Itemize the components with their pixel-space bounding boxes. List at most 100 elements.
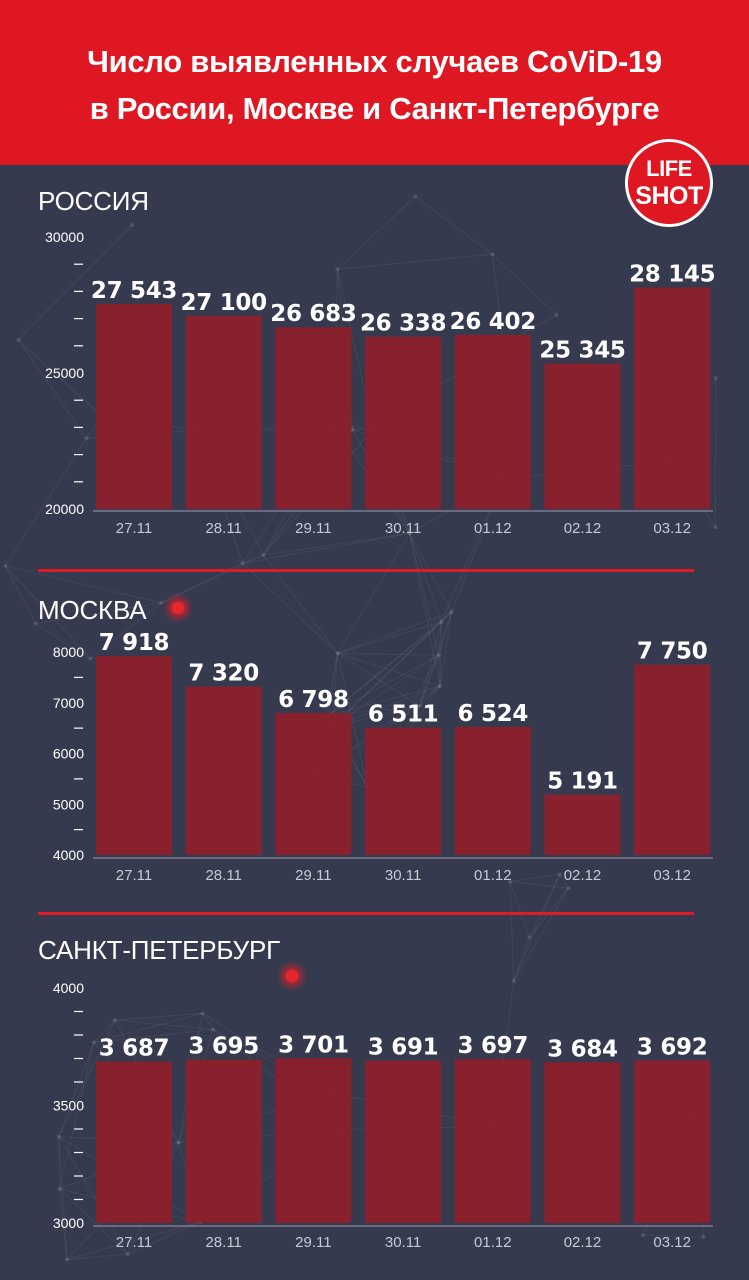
x-tick-label: 02.12 xyxy=(564,520,602,537)
background-network-line xyxy=(114,1019,214,1030)
logo-text-bottom: SHOT xyxy=(635,182,703,210)
background-network-line xyxy=(509,881,515,981)
background-network-line xyxy=(513,887,569,982)
bar xyxy=(365,727,442,855)
y-tick-label: 6000 xyxy=(53,746,84,762)
background-network-line xyxy=(93,1012,203,1044)
x-tick-label: 03.12 xyxy=(653,1234,691,1251)
background-network-dot xyxy=(439,619,444,624)
background-network-dot xyxy=(417,703,422,708)
background-network-line xyxy=(127,1221,200,1255)
x-tick-label: 01.12 xyxy=(474,1234,512,1251)
x-tick-label: 02.12 xyxy=(564,1234,602,1251)
x-tick-label: 27.11 xyxy=(116,1234,152,1251)
data-label: 3 684 xyxy=(547,1036,618,1062)
background-network-dot xyxy=(713,525,718,530)
y-tick-label: 5000 xyxy=(53,796,84,812)
background-network-line xyxy=(17,339,87,439)
background-network-line xyxy=(492,253,557,316)
background-network-line xyxy=(438,611,453,656)
bar xyxy=(275,713,352,855)
background-network-dot xyxy=(211,1027,216,1032)
x-tick-label: 28.11 xyxy=(205,520,241,537)
x-tick-label: 27.11 xyxy=(116,520,152,537)
background-network-dot xyxy=(508,879,513,884)
background-network-dot xyxy=(125,1252,130,1257)
bar xyxy=(634,664,711,855)
background-network-line xyxy=(336,196,416,270)
background-network-dot xyxy=(159,600,164,605)
bar xyxy=(185,1059,262,1223)
section-title-moscow: МОСКВА xyxy=(38,595,147,625)
background-network-line xyxy=(559,874,569,889)
background-network-line xyxy=(331,621,442,728)
background-network-line xyxy=(439,621,442,686)
bar xyxy=(365,1060,442,1223)
background-network-line xyxy=(409,533,453,613)
background-network-line xyxy=(17,224,133,341)
background-network-line xyxy=(438,655,441,687)
background-network-line xyxy=(328,654,439,716)
x-tick-label: 01.12 xyxy=(474,867,512,884)
background-network-line xyxy=(242,562,338,654)
header-banner: Число выявленных случаев CoViD-19 в Росс… xyxy=(0,0,749,165)
background-network-dot xyxy=(240,561,245,566)
background-network-line xyxy=(242,532,410,564)
background-network-line xyxy=(66,1253,128,1261)
section-title-russia: РОССИЯ xyxy=(38,186,149,216)
lifeshot-logo: LIFE SHOT xyxy=(625,139,713,227)
data-label: 3 697 xyxy=(458,1033,529,1059)
background-network-line xyxy=(93,1028,214,1044)
y-tick-label: 3000 xyxy=(53,1215,84,1231)
bar xyxy=(634,287,711,509)
background-network-dot xyxy=(200,1011,205,1016)
background-network-line xyxy=(66,1221,200,1261)
background-network-dot xyxy=(527,935,532,940)
background-network-dot xyxy=(566,886,571,891)
background-network-line xyxy=(242,554,264,564)
background-network-dot xyxy=(640,1233,645,1238)
background-network-line xyxy=(58,1136,129,1255)
background-network-line xyxy=(438,621,442,656)
data-label: 5 191 xyxy=(547,769,618,795)
spb-location-marker xyxy=(277,961,307,991)
y-tick-label: 8000 xyxy=(53,644,84,660)
background-network-line xyxy=(202,1013,214,1030)
data-label: 6 511 xyxy=(368,702,439,728)
background-network-line xyxy=(331,611,452,728)
data-label: 28 145 xyxy=(629,261,715,287)
background-network-dot xyxy=(436,653,441,658)
background-network-line xyxy=(337,533,411,654)
data-label: 3 695 xyxy=(188,1034,259,1060)
data-label: 26 338 xyxy=(360,311,446,337)
background-network-line xyxy=(90,602,162,660)
data-label: 26 683 xyxy=(270,301,356,327)
background-network-dot xyxy=(511,978,516,983)
bar xyxy=(275,327,352,509)
background-network-line xyxy=(327,611,452,716)
bar xyxy=(275,1058,352,1223)
bar xyxy=(454,334,531,509)
x-tick-label: 30.11 xyxy=(385,520,421,537)
divider-1 xyxy=(38,569,694,572)
title-line-1: Число выявленных случаев CoViD-19 xyxy=(87,44,662,79)
background-network-line xyxy=(58,1019,116,1137)
bar xyxy=(544,363,621,509)
background-network-line xyxy=(337,611,452,654)
page-title: Число выявленных случаев CoViD-19 в Росс… xyxy=(0,38,749,132)
y-tick-label: 4000 xyxy=(53,847,84,863)
background-network-line xyxy=(4,565,91,659)
background-network-dot xyxy=(57,1186,62,1191)
background-network-line xyxy=(58,1136,61,1189)
background-network-line xyxy=(529,874,561,938)
background-network-line xyxy=(58,1042,95,1137)
data-label: 26 402 xyxy=(450,309,536,335)
background-network-line xyxy=(509,881,569,889)
data-label: 25 345 xyxy=(539,338,625,364)
background-network-line xyxy=(59,1188,68,1260)
background-network-dot xyxy=(129,223,134,228)
background-network-dot xyxy=(113,1018,118,1023)
background-network-line xyxy=(337,652,421,707)
